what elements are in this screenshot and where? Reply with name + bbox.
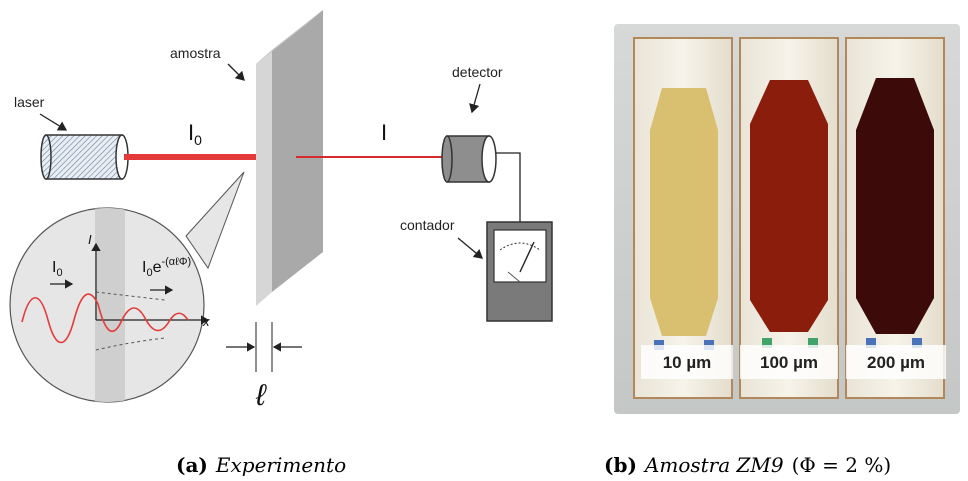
inset-incident-label: I0 — [52, 259, 63, 279]
incident-intensity-label: I0 — [188, 120, 202, 148]
sample-slide-100um — [739, 37, 839, 399]
detector-cable — [496, 152, 521, 222]
panel-a: laser I0 amostra I detector — [9, 10, 553, 477]
thickness-label-10um: 10 µm — [641, 345, 733, 379]
caption-a: (a) Experimento — [176, 453, 346, 477]
sample-arrow — [227, 63, 245, 81]
detector-device — [441, 135, 497, 183]
laser-beam-incident — [124, 154, 258, 160]
inset-y-axis-label: I — [88, 232, 92, 247]
thickness-label-100um: 100 µm — [740, 345, 838, 379]
inset-x-axis-label: x — [202, 314, 210, 329]
thickness-symbol: ℓ — [255, 379, 267, 412]
sample-fill-200um — [856, 78, 934, 334]
laser-arrow — [39, 113, 68, 131]
counter-device — [486, 221, 553, 322]
transmitted-intensity-label: I — [381, 120, 387, 145]
callout-pointer — [185, 171, 245, 270]
caption-b: (b) Amostra ZM9 (Φ = 2 %) — [604, 453, 891, 477]
laser-label: laser — [14, 94, 45, 110]
laser-device — [40, 134, 129, 180]
panel-b: 10 µm 100 µm 200 µm (b) Amostra ZM9 (Φ = 2… — [604, 24, 960, 477]
svg-text:10 µm: 10 µm — [663, 353, 712, 372]
svg-text:200 µm: 200 µm — [867, 353, 925, 372]
inset-decay-formula: I0e-(αℓΦ) — [142, 256, 191, 279]
sample-label: amostra — [170, 45, 221, 61]
magnifier-inset — [9, 207, 210, 403]
detector-label: detector — [452, 64, 503, 80]
sample-slide-200um — [845, 37, 945, 399]
counter-arrow — [457, 237, 483, 259]
thickness-label-200um: 200 µm — [846, 345, 946, 379]
sample-fill-10um — [650, 88, 718, 336]
detector-arrow — [469, 83, 481, 114]
sample-slab — [256, 10, 323, 306]
sample-fill-100um — [750, 80, 828, 332]
svg-text:100 µm: 100 µm — [760, 353, 818, 372]
sample-slide-10um — [633, 37, 733, 399]
counter-label: contador — [400, 217, 455, 233]
thickness-indicator — [226, 322, 302, 372]
